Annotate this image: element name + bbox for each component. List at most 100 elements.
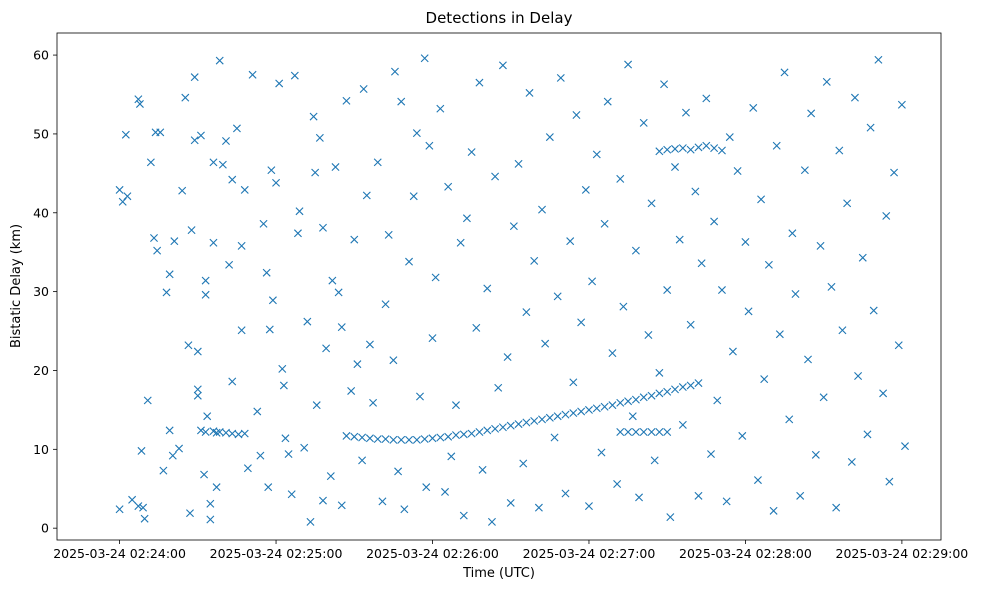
data-point	[475, 427, 484, 436]
data-point	[441, 487, 450, 496]
data-point	[444, 432, 453, 441]
data-point	[639, 393, 648, 402]
data-point	[447, 452, 456, 461]
data-point	[318, 223, 327, 232]
data-point	[506, 421, 515, 430]
data-point	[337, 323, 346, 332]
data-point	[279, 381, 288, 390]
data-point	[431, 273, 440, 282]
data-point	[420, 54, 429, 63]
data-point	[347, 386, 356, 395]
data-point	[405, 435, 414, 444]
data-point	[287, 490, 296, 499]
data-point	[140, 514, 149, 523]
data-point	[525, 88, 534, 97]
y-tick-label: 20	[33, 363, 49, 378]
data-point	[303, 317, 312, 326]
data-point	[153, 246, 162, 255]
data-point	[400, 505, 409, 514]
data-point	[807, 109, 816, 118]
data-point	[647, 427, 656, 436]
data-point	[267, 166, 276, 175]
data-point	[475, 78, 484, 87]
data-point	[240, 429, 249, 438]
data-point	[545, 413, 554, 422]
data-point	[467, 429, 476, 438]
data-point	[389, 356, 398, 365]
data-point	[358, 456, 367, 465]
points-layer	[115, 54, 910, 526]
data-point	[350, 235, 359, 244]
data-point	[162, 288, 171, 297]
data-point	[530, 256, 539, 265]
data-point	[115, 505, 124, 514]
data-point	[832, 503, 841, 512]
data-point	[498, 423, 507, 432]
data-point	[295, 207, 304, 216]
data-point	[796, 491, 805, 500]
data-point	[728, 347, 737, 356]
data-point	[193, 385, 202, 394]
data-point	[890, 168, 899, 177]
y-tick-label: 30	[33, 284, 49, 299]
data-point	[353, 360, 362, 369]
data-point	[647, 391, 656, 400]
data-point	[671, 385, 680, 394]
data-point	[494, 383, 503, 392]
data-point	[592, 404, 601, 413]
data-point	[757, 195, 766, 204]
data-point	[397, 97, 406, 106]
data-point	[178, 186, 187, 195]
data-point	[337, 501, 346, 510]
data-point	[373, 435, 382, 444]
data-point	[456, 238, 465, 247]
data-point	[444, 182, 453, 191]
x-tick-label: 2025-03-24 02:29:00	[836, 546, 969, 561]
data-point	[545, 133, 554, 142]
data-point	[405, 257, 414, 266]
data-point	[655, 147, 664, 156]
data-point	[462, 214, 471, 223]
data-point	[628, 412, 637, 421]
data-point	[300, 443, 309, 452]
data-point	[522, 418, 531, 427]
data-point	[597, 448, 606, 457]
data-point	[483, 284, 492, 293]
data-point	[201, 290, 210, 299]
data-point	[572, 111, 581, 119]
data-point	[373, 158, 382, 167]
data-point	[722, 497, 731, 506]
plot-area	[56, 32, 942, 541]
data-point	[619, 302, 628, 311]
y-tick-label: 10	[33, 442, 49, 457]
data-point	[869, 306, 878, 315]
data-point	[196, 426, 205, 435]
data-point	[240, 185, 249, 194]
data-point	[791, 290, 800, 298]
data-point	[800, 166, 809, 175]
data-point	[312, 401, 321, 410]
data-point	[835, 146, 844, 155]
data-point	[311, 168, 320, 177]
data-point	[577, 407, 586, 416]
data-point	[804, 355, 812, 364]
data-point	[522, 308, 531, 317]
x-tick-label: 2025-03-24 02:25:00	[210, 546, 343, 561]
data-point	[631, 395, 640, 404]
data-point	[184, 341, 193, 350]
data-point	[879, 389, 888, 398]
data-point	[278, 364, 287, 373]
data-point	[509, 222, 518, 231]
data-point	[702, 141, 711, 150]
data-point	[175, 444, 184, 453]
data-point	[816, 241, 825, 250]
data-point	[788, 229, 797, 238]
data-point	[284, 450, 293, 459]
data-point	[318, 496, 327, 505]
data-point	[397, 435, 406, 444]
data-point	[268, 296, 277, 305]
data-point	[581, 185, 590, 194]
data-point	[569, 378, 578, 387]
data-point	[874, 55, 883, 64]
data-point	[322, 344, 331, 353]
